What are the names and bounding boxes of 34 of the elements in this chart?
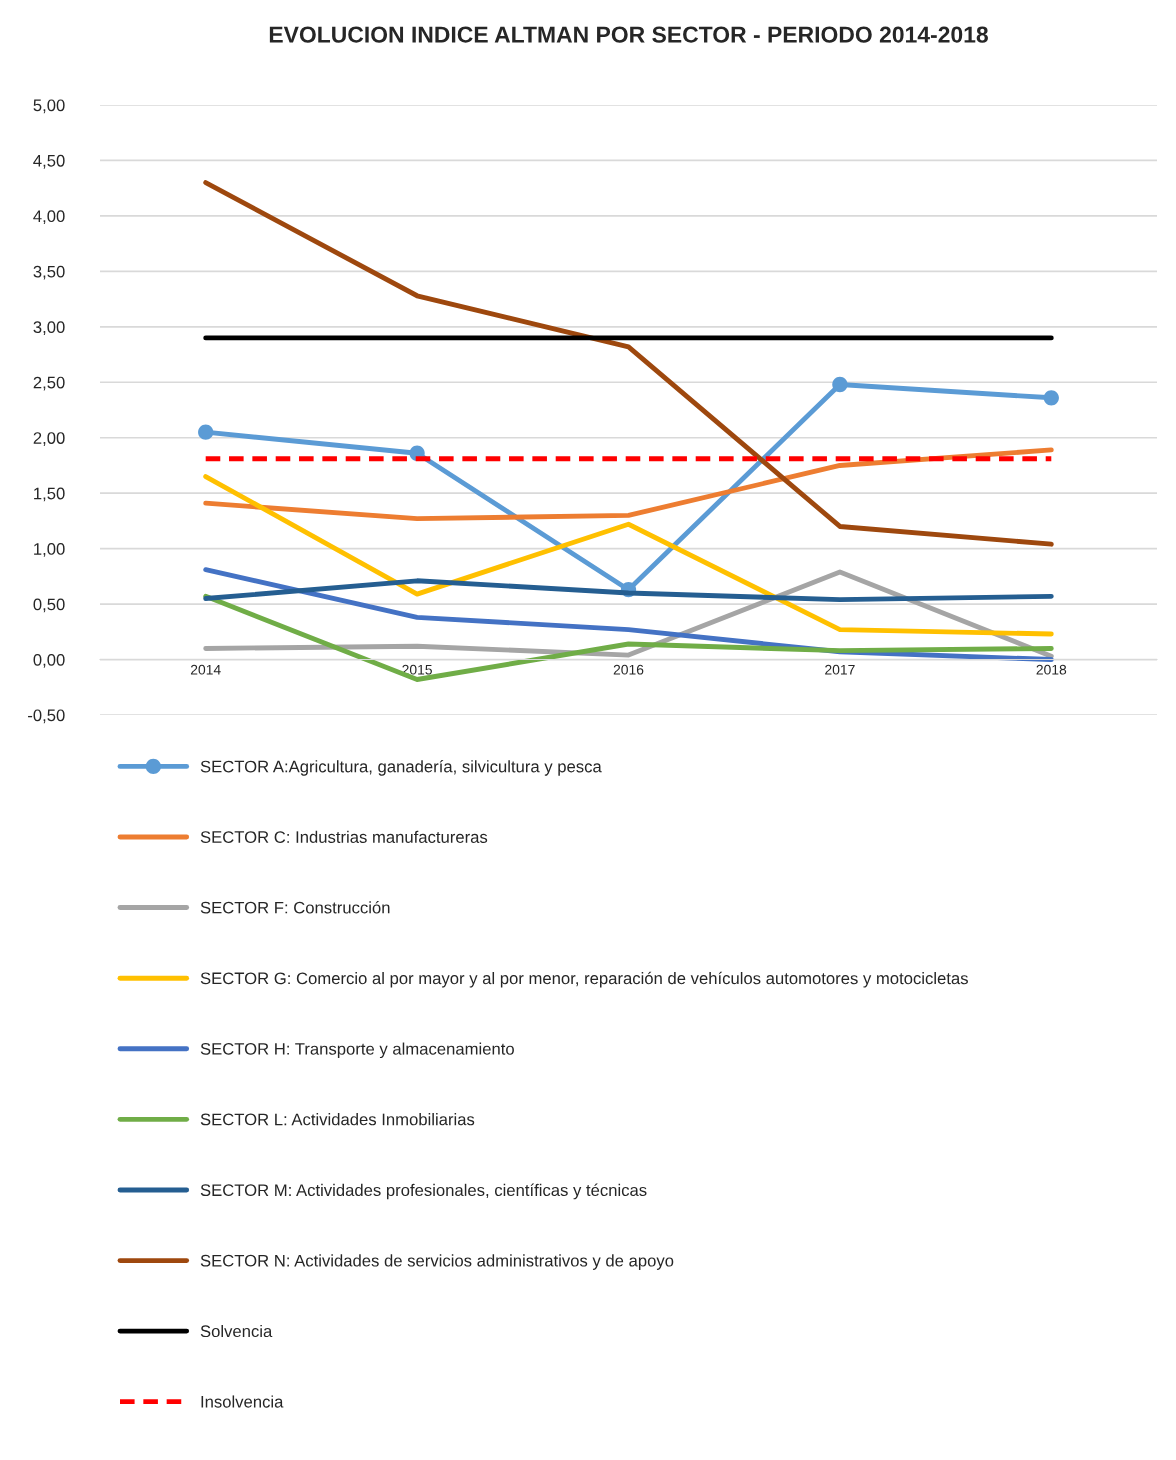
legend-label: SECTOR N: Actividades de servicios administrativos y de apoyo bbox=[200, 1254, 674, 1270]
legend-label: SECTOR G: Comercio al por mayor y al por menor, reparación de vehículos automotores y motocicletas bbox=[200, 971, 968, 988]
line-series bbox=[203, 180, 1054, 547]
legend-label: SECTOR F: Construcción bbox=[200, 901, 390, 914]
line-series bbox=[203, 474, 1054, 637]
legend-label: SECTOR H: Transporte y almacenamiento bbox=[200, 1042, 514, 1059]
line-series bbox=[203, 447, 1054, 522]
point bbox=[1043, 390, 1059, 406]
point bbox=[198, 424, 214, 440]
y-tick-label: 4,50 bbox=[33, 154, 65, 169]
legend-label: Insolvencia bbox=[201, 1395, 284, 1408]
legend-label: SECTOR A:Agricultura, ganadería, silvicultura y pesca bbox=[200, 760, 602, 776]
y-tick-label: 4,00 bbox=[33, 210, 65, 225]
legend-label: SECTOR C: Industrias manufactureras bbox=[200, 830, 488, 843]
legend-label: Solvencia bbox=[200, 1324, 273, 1338]
y-tick-label: 0,50 bbox=[33, 598, 65, 613]
y-tick-label: 2,50 bbox=[33, 376, 65, 391]
y-tick-label: 3,50 bbox=[33, 265, 65, 280]
legend-label: SECTOR M: Actividades profesionales, científicas y técnicas bbox=[200, 1183, 647, 1200]
x-tick-label: 2017 bbox=[825, 664, 855, 675]
point bbox=[832, 376, 848, 393]
y-tick-label: 3,00 bbox=[33, 321, 65, 335]
legend-label: SECTOR L: Actividades Inmobiliarias bbox=[200, 1113, 475, 1126]
y-tick-label: 1,00 bbox=[34, 543, 65, 557]
x-tick-label: 2016 bbox=[613, 664, 644, 675]
y-tick-label: -0,50 bbox=[28, 709, 65, 724]
x-tick-label: 2014 bbox=[190, 664, 221, 675]
chart-title: EVOLUCION INDICE ALTMAN POR SECTOR - PERIODO 2014-2018 bbox=[269, 26, 988, 43]
y-tick-label: 0,00 bbox=[33, 653, 65, 668]
y-tick-label: 2,00 bbox=[33, 432, 65, 446]
x-tick-label: 2018 bbox=[1036, 664, 1067, 675]
line-series bbox=[203, 578, 1054, 603]
y-tick-label: 5,00 bbox=[33, 99, 65, 114]
y-tick-label: 1,50 bbox=[34, 487, 65, 502]
